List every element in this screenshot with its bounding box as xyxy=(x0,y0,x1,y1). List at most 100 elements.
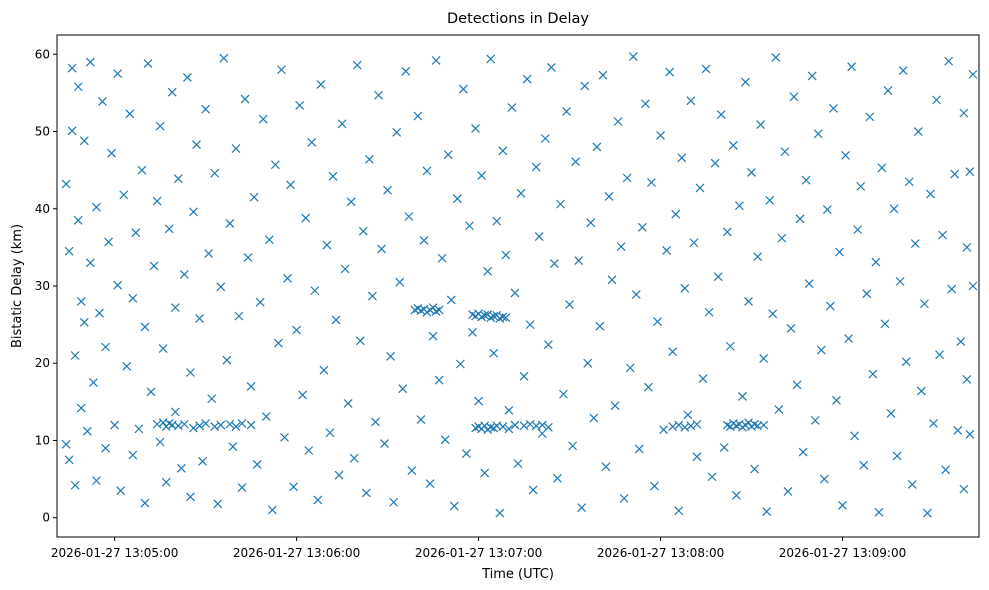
data-point xyxy=(252,459,262,469)
data-point xyxy=(953,425,963,435)
data-point xyxy=(647,178,656,187)
data-point xyxy=(671,209,681,219)
data-point xyxy=(944,56,954,66)
data-point xyxy=(301,213,311,223)
data-point xyxy=(819,474,829,484)
data-point xyxy=(404,212,414,221)
data-point xyxy=(458,84,468,94)
data-point xyxy=(926,189,935,199)
data-point xyxy=(959,108,969,118)
data-point xyxy=(386,351,396,361)
data-point xyxy=(680,283,690,293)
data-point xyxy=(759,420,769,430)
data-point xyxy=(738,392,747,401)
data-point xyxy=(113,69,123,79)
data-point xyxy=(816,345,826,355)
data-point xyxy=(210,168,220,178)
data-point xyxy=(889,204,899,214)
data-point xyxy=(64,246,74,256)
data-point xyxy=(416,415,426,425)
data-point xyxy=(880,319,890,329)
x-tick-label: 2026-01-27 13:08:00 xyxy=(597,546,724,560)
data-point xyxy=(125,109,135,119)
data-point xyxy=(155,437,165,447)
data-point xyxy=(73,215,83,225)
data-point xyxy=(959,484,969,494)
data-point xyxy=(95,308,104,318)
data-point xyxy=(104,237,113,247)
data-point xyxy=(92,476,101,486)
data-point xyxy=(413,111,423,121)
data-point xyxy=(283,273,292,283)
data-point xyxy=(492,216,502,226)
data-point xyxy=(871,257,881,267)
data-point xyxy=(119,190,129,200)
data-point xyxy=(898,66,908,75)
data-point xyxy=(683,410,693,420)
data-point xyxy=(886,409,896,418)
data-point xyxy=(219,53,229,63)
data-point xyxy=(625,363,635,373)
data-point xyxy=(962,375,972,384)
data-point xyxy=(449,501,459,511)
x-tick-label: 2026-01-27 13:09:00 xyxy=(779,546,906,560)
data-point xyxy=(780,147,790,157)
data-point xyxy=(255,297,265,307)
data-point xyxy=(325,428,335,438)
data-point xyxy=(531,162,541,172)
y-tick-label: 20 xyxy=(35,356,50,370)
data-point xyxy=(741,77,750,87)
data-point xyxy=(140,498,150,508)
data-point xyxy=(128,450,138,460)
y-tick-label: 10 xyxy=(35,433,50,447)
data-point xyxy=(786,324,796,333)
y-axis-label: Bistatic Delay (km) xyxy=(10,224,25,348)
data-point xyxy=(586,218,596,228)
data-point xyxy=(522,74,532,84)
data-point xyxy=(789,92,799,102)
data-point xyxy=(765,195,775,205)
data-point xyxy=(968,69,978,79)
data-point xyxy=(731,490,741,500)
data-point xyxy=(822,205,832,214)
data-point xyxy=(304,446,314,455)
data-point xyxy=(938,230,948,240)
data-point xyxy=(844,334,854,343)
data-point xyxy=(377,244,386,254)
data-point xyxy=(559,389,568,399)
data-point xyxy=(929,419,938,428)
data-point xyxy=(258,114,268,124)
data-point xyxy=(152,196,162,206)
data-point xyxy=(495,508,505,518)
data-point xyxy=(731,421,741,431)
data-point xyxy=(85,57,95,67)
data-point xyxy=(67,126,77,136)
data-point xyxy=(355,336,365,346)
data-point xyxy=(216,282,226,292)
data-point xyxy=(431,56,441,65)
data-point xyxy=(677,153,687,163)
data-point xyxy=(543,340,553,350)
data-point xyxy=(668,347,678,357)
data-point xyxy=(592,142,602,152)
data-point xyxy=(892,451,902,461)
data-point xyxy=(88,378,98,387)
data-point xyxy=(519,421,529,431)
data-point xyxy=(246,420,256,430)
data-point xyxy=(267,505,277,515)
data-point xyxy=(186,492,195,502)
data-point xyxy=(364,154,374,164)
data-point xyxy=(795,214,805,224)
data-point xyxy=(923,508,932,518)
data-point xyxy=(762,507,772,516)
data-point xyxy=(446,295,456,305)
data-point xyxy=(783,487,793,496)
data-point xyxy=(710,158,720,168)
data-point xyxy=(158,344,168,353)
data-point xyxy=(574,256,584,265)
data-point xyxy=(847,62,857,72)
data-point xyxy=(883,86,893,96)
data-point xyxy=(865,112,875,122)
data-point xyxy=(835,247,844,257)
data-point xyxy=(868,369,878,379)
